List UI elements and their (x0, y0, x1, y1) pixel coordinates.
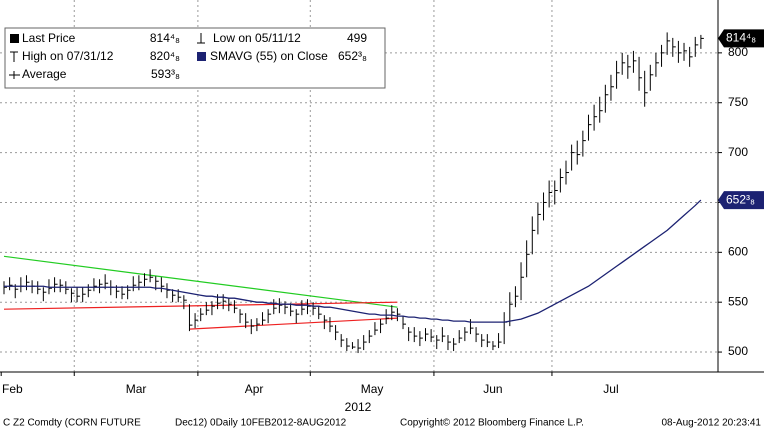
value-badge (718, 29, 764, 48)
legend-label: Low on 05/11/12 (213, 31, 301, 45)
y-tick-label: 750 (728, 95, 748, 109)
y-tick-label: 500 (728, 344, 748, 358)
x-tick-label: Feb (2, 382, 23, 396)
legend-value: 499 (347, 31, 367, 45)
footer-middle: Dec12) 0Daily 10FEB2012-8AUG2012 (175, 418, 347, 429)
trendline (3, 255, 398, 308)
marks (3, 32, 704, 354)
trendline (189, 317, 398, 330)
value-badge (718, 191, 764, 210)
legend-value: 593³₈ (151, 67, 180, 81)
y-tick-label: 700 (728, 145, 748, 159)
x-tick-label: Jun (483, 382, 502, 396)
legend-icon (197, 52, 206, 61)
footer-timestamp: 08-Aug-2012 20:23:41 (661, 418, 761, 429)
legend-icon (197, 33, 205, 44)
legend-label: High on 07/31/12 (22, 49, 114, 63)
legend-label: Average (22, 67, 67, 81)
x-tick-label: Mar (126, 382, 147, 396)
trendline (3, 301, 398, 310)
legend-label: SMAVG (55) on Close (210, 49, 328, 63)
sma-line (4, 199, 702, 323)
value-badge-label: 814⁴₈ (726, 31, 756, 45)
legend: Last Price 814⁴₈ Low on 05/11/12 499 Hig… (4, 27, 386, 89)
legend-value: 652³₈ (338, 49, 367, 63)
value-badge-label: 652³₈ (726, 192, 755, 206)
footer-copyright: Copyright© 2012 Bloomberg Finance L.P. (400, 418, 584, 429)
x-tick-label: Apr (245, 382, 264, 396)
y-tick-label: 800 (728, 45, 748, 59)
legend-label: Last Price (22, 31, 76, 45)
x-tick-label: Jul (603, 382, 618, 396)
legend-icon (10, 51, 18, 62)
legend-icon (9, 71, 20, 79)
legend-box (4, 27, 386, 89)
y-tick-label: 550 (728, 294, 748, 308)
legend-value: 814⁴₈ (150, 31, 180, 45)
legend-icon (10, 34, 19, 43)
legend-value: 820⁴₈ (150, 49, 180, 63)
y-tick-label: 600 (728, 244, 748, 258)
footer-left: C Z2 Comdty (CORN FUTURE (3, 418, 141, 429)
x-sublabel: 2012 (345, 400, 372, 414)
x-tick-label: May (361, 382, 384, 396)
